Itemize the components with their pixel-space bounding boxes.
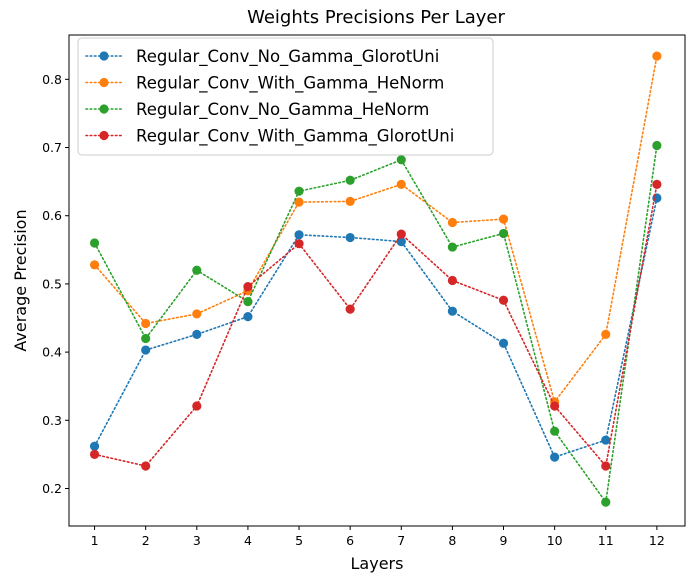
plot-frame [68,34,686,527]
data-point [498,228,509,239]
data-point [652,179,662,189]
data-point [498,214,509,224]
y-tick-label: 0.4 [42,345,62,360]
data-point [243,312,253,322]
data-point [345,232,355,243]
x-tick-label: 7 [397,533,405,548]
data-point [601,461,611,471]
data-point [601,329,611,339]
x-tick-label: 10 [547,533,563,548]
data-point [447,275,458,286]
x-tick-label: 5 [295,533,303,548]
series-line [93,144,658,505]
series-line [93,55,658,404]
data-point [550,452,560,462]
data-point [601,435,611,445]
legend-marker [99,77,109,88]
data-point [294,239,304,249]
y-tick-label: 0.8 [42,72,62,87]
data-point [141,318,151,329]
data-point [550,401,560,411]
legend-label: Regular_Conv_No_Gamma_GlorotUni [136,47,439,67]
data-point [89,260,100,270]
x-tick-label: 6 [346,533,354,548]
data-point [345,304,355,314]
data-point [396,155,406,165]
ticks-layer: 1 2 3 4 5 6 7 8 9 10 11 120.20.30.40.50.60.70.8 [42,72,665,548]
x-tick-label: 8 [448,533,456,548]
data-point [243,282,253,292]
data-point [294,186,304,196]
data-point [141,461,151,471]
x-tick-label: 4 [244,533,252,548]
legend: Regular_Conv_No_Gamma_GlorotUni Regular_C… [77,37,494,156]
data-point [89,441,100,451]
data-point [652,193,662,203]
chart-title: Weights Precisions Per Layer [247,7,505,28]
y-tick-label: 0.7 [42,140,62,155]
y-tick-label: 0.5 [42,276,62,291]
data-point [396,229,406,239]
data-point [345,196,355,206]
data-point [396,179,406,189]
data-point [141,345,151,355]
x-tick-label: 9 [500,533,508,548]
series-Regular_Conv_With_Gamma_HeNorm [89,51,662,407]
x-tick-label: 11 [598,533,614,548]
series-line [93,197,658,459]
x-tick-label: 2 [142,533,150,548]
data-point [447,217,458,228]
data-point [294,230,304,240]
y-tick-label: 0.3 [42,413,62,428]
data-point [192,401,202,411]
x-axis-title: Layers [351,554,404,573]
data-point [550,426,560,436]
data-point [294,197,304,207]
legend-label: Regular_Conv_With_Gamma_GlorotUni [136,127,454,147]
series-Regular_Conv_With_Gamma_GlorotUni [89,179,662,471]
x-tick-label: 3 [193,533,201,548]
legend-label: Regular_Conv_With_Gamma_HeNorm [136,74,444,94]
data-point [447,242,458,252]
data-point [498,295,509,305]
y-tick-label: 0.2 [42,481,62,496]
legend-marker [99,130,109,141]
data-point [447,306,458,316]
series-Regular_Conv_No_Gamma_HeNorm [89,140,662,507]
x-tick-label: 12 [649,533,665,548]
y-axis-title: Average Precision [11,209,30,351]
data-point [601,497,611,507]
data-point [89,238,100,248]
legend-marker [99,51,109,61]
legend-marker [99,104,109,114]
data-point [396,237,406,247]
series-line [93,183,658,468]
data-point [192,329,202,339]
data-point [192,309,202,319]
data-point [89,449,100,459]
data-point [498,338,509,348]
y-tick-label: 0.6 [42,208,62,223]
legend-box [77,37,494,156]
data-point [652,140,662,151]
data-point [345,175,355,185]
series-layer [89,51,662,507]
data-point [141,333,151,344]
data-point [192,265,202,275]
data-point [243,297,253,307]
data-point [652,51,662,61]
legend-label: Regular_Conv_No_Gamma_HeNorm [136,100,429,120]
x-tick-label: 1 [91,533,99,548]
